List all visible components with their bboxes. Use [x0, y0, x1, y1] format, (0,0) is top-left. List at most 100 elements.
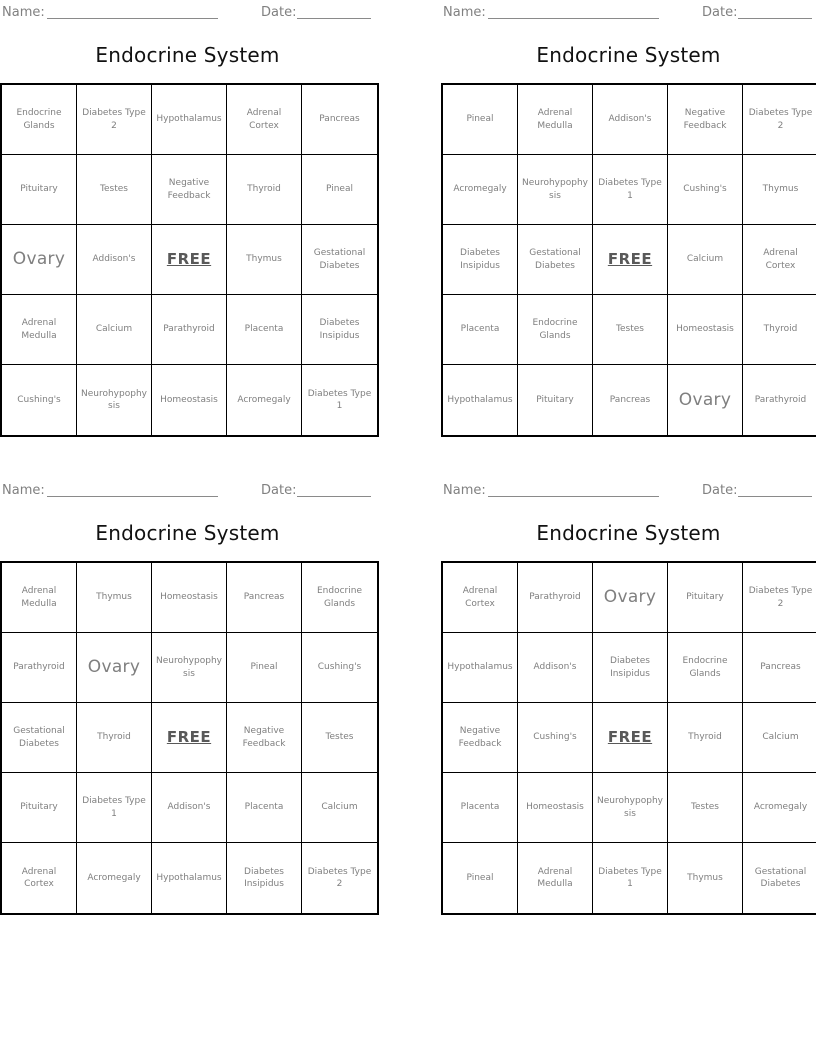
bingo-cell: Negative Feedback [227, 703, 302, 773]
bingo-cell: Calcium [302, 773, 377, 843]
bingo-cell: Diabetes Insipidus [593, 633, 668, 703]
bingo-cell: Pineal [227, 633, 302, 703]
name-label: Name: [2, 5, 45, 20]
bingo-cell: Diabetes Type 2 [743, 85, 816, 155]
bingo-cell: Diabetes Type 2 [743, 563, 816, 633]
bingo-cell: Diabetes Insipidus [443, 225, 518, 295]
bingo-cell: Adrenal Medulla [2, 295, 77, 365]
bingo-cell: Ovary [668, 365, 743, 435]
free-cell: FREE [152, 703, 227, 773]
bingo-cell: Adrenal Cortex [2, 843, 77, 913]
bingo-cell: Gestational Diabetes [2, 703, 77, 773]
bingo-cell: Calcium [77, 295, 152, 365]
name-blank-line [488, 482, 659, 497]
bingo-cell: Pituitary [2, 155, 77, 225]
bingo-cell: Pancreas [743, 633, 816, 703]
bingo-cell: Testes [593, 295, 668, 365]
bingo-cell: Gestational Diabetes [754, 866, 807, 889]
bingo-cell: Diabetes Type 1 [593, 155, 668, 225]
bingo-cell: Ovary [593, 563, 668, 633]
bingo-cell: Homeostasis [668, 295, 743, 365]
bingo-cell: Pancreas [302, 85, 377, 155]
bingo-cell: Gestational Diabetes [302, 225, 377, 295]
date-label: Date: [702, 5, 738, 20]
bingo-grid: Endocrine Glands Diabetes Type 2 Hypothala… [0, 83, 379, 437]
free-cell: FREE [593, 225, 668, 295]
name-label: Name: [443, 5, 486, 20]
bingo-cell: Pituitary [518, 365, 593, 435]
bingo-cell: Ovary [2, 225, 77, 295]
name-blank-line [47, 482, 218, 497]
bingo-cell: Adrenal Cortex [443, 563, 518, 633]
bingo-cell: Placenta [443, 773, 518, 843]
bingo-cell: Homeostasis [518, 773, 593, 843]
bingo-cell: Testes [668, 773, 743, 843]
bingo-cell: Gestational Diabetes [518, 225, 593, 295]
bingo-cell: Parathyroid [518, 563, 593, 633]
card-title: Endocrine System [95, 521, 280, 545]
bingo-cell: Homeostasis [152, 365, 227, 435]
bingo-cell: Acromegaly [227, 365, 302, 435]
bingo-cell: Adrenal Medulla [518, 85, 593, 155]
bingo-cell: Calcium [668, 225, 743, 295]
bingo-cell: Parathyroid [754, 394, 807, 405]
date-label: Date: [261, 483, 297, 498]
bingo-cell: Addison's [593, 85, 668, 155]
bingo-cell: Negative Feedback [443, 703, 518, 773]
bingo-cell: Testes [302, 703, 377, 773]
bingo-cell: Acromegaly [743, 773, 816, 843]
bingo-cell: Endocrine Glands [668, 633, 743, 703]
bingo-cell: Thyroid [77, 703, 152, 773]
bingo-cell: Hypothalamus [152, 85, 227, 155]
bingo-cell: Pancreas [227, 563, 302, 633]
bingo-cell: Addison's [518, 633, 593, 703]
bingo-grid: Adrenal Cortex Parathyroid Ovary Pituitary D… [441, 561, 816, 915]
bingo-cell: Adrenal Cortex [743, 225, 816, 295]
bingo-cell: Cushing's [2, 365, 77, 435]
date-blank-line [297, 482, 371, 497]
bingo-cell: Thymus [668, 843, 743, 913]
bingo-card-top-left: Name: Date: Endocrine System Endocrine G… [0, 0, 379, 437]
bingo-cell: Testes [77, 155, 152, 225]
name-label: Name: [2, 483, 45, 498]
bingo-cell: Addison's [77, 225, 152, 295]
bingo-card-bottom-left: Name: Date: Endocrine System Adrenal Med… [0, 478, 379, 915]
bingo-cell: Placenta [443, 295, 518, 365]
bingo-cell: Pituitary [668, 563, 743, 633]
date-blank-line [738, 482, 812, 497]
bingo-cell: Placenta [227, 295, 302, 365]
bingo-cell: Negative Feedback [152, 155, 227, 225]
bingo-cell: Ovary [77, 633, 152, 703]
date-label: Date: [261, 5, 297, 20]
bingo-grid: Adrenal Medulla Thymus Homeostasis Pancreas… [0, 561, 379, 915]
bingo-cell: Hypothalamus [443, 365, 518, 435]
bingo-cell: Acromegaly [443, 155, 518, 225]
date-blank-line [297, 4, 371, 19]
bingo-cell: Thyroid [743, 295, 816, 365]
card-title: Endocrine System [536, 521, 721, 545]
bingo-cell: Pancreas [593, 365, 668, 435]
name-label: Name: [443, 483, 486, 498]
bingo-cell: Thyroid [668, 703, 743, 773]
free-cell: FREE [152, 225, 227, 295]
bingo-cell: Acromegaly [77, 843, 152, 913]
bingo-cell: Hypothalamus [443, 633, 518, 703]
bingo-cell: Neurohypophysis [593, 773, 668, 843]
bingo-cell: Neurohypophysis [518, 155, 593, 225]
bingo-cell: Thymus [743, 155, 816, 225]
name-blank-line [47, 4, 218, 19]
bingo-cell: Thyroid [227, 155, 302, 225]
bingo-cell: Endocrine Glands [302, 563, 377, 633]
bingo-cell: Pineal [302, 155, 377, 225]
bingo-cell: Diabetes Type 1 [77, 773, 152, 843]
bingo-cell: Cushing's [302, 633, 377, 703]
bingo-cell: Diabetes Insipidus [227, 843, 302, 913]
bingo-cell: Parathyroid [152, 295, 227, 365]
bingo-cell: Thymus [227, 225, 302, 295]
bingo-cell: Cushing's [518, 703, 593, 773]
bingo-cell: Adrenal Cortex [227, 85, 302, 155]
bingo-cell: Neurohypophysis [152, 633, 227, 703]
bingo-card-top-right: Name: Date: Endocrine System Pineal Adren… [441, 0, 816, 437]
bingo-cell: Diabetes Insipidus [302, 295, 377, 365]
bingo-cell: Adrenal Medulla [2, 563, 77, 633]
